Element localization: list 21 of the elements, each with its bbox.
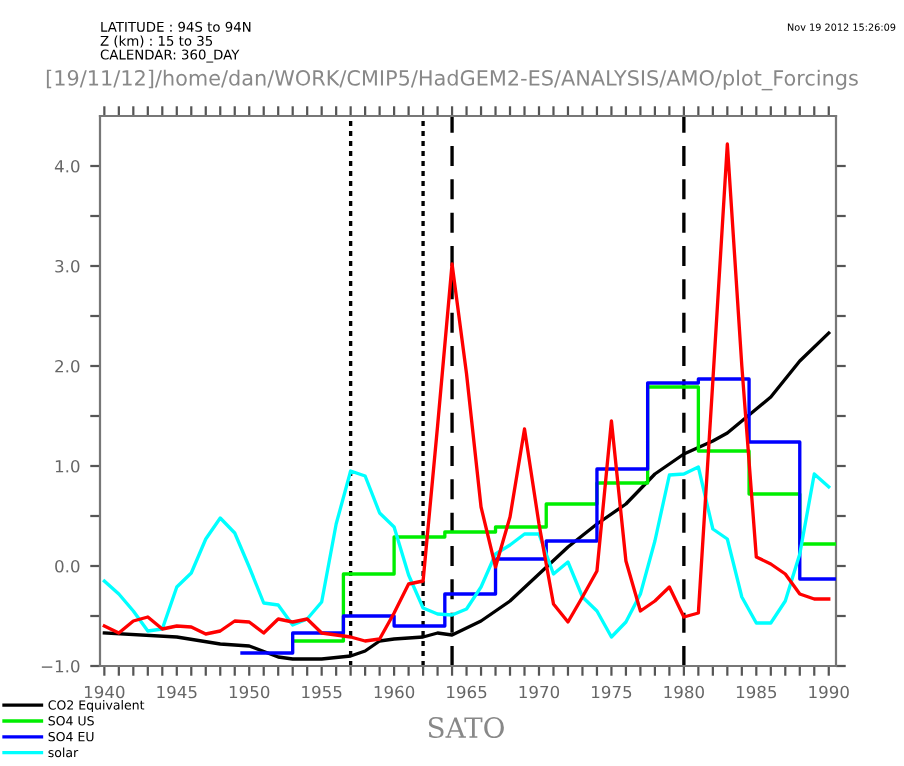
x-axis-title: SATO xyxy=(428,717,504,739)
line-series xyxy=(102,465,831,639)
x-tick-label: 1965 xyxy=(447,685,487,699)
chart-title: [19/11/12]/home/dan/WORK/CMIP5/HadGEM2-ES/ANALYSIS/AMO/plot_Forcings xyxy=(46,69,858,91)
y-tick-label: 2.0 xyxy=(55,359,80,373)
x-tick-label: 1970 xyxy=(519,685,560,699)
y-tick-label: 1.0 xyxy=(55,459,80,473)
x-tick-label: 1990 xyxy=(809,685,849,699)
line-series xyxy=(102,142,831,643)
x-tick-label: 1940 xyxy=(84,685,125,699)
y-tick-label: 3.0 xyxy=(55,259,80,273)
y-tick-label: 4.0 xyxy=(54,159,80,173)
y-tick-label: 0.0 xyxy=(55,559,80,573)
x-tick-label: 1975 xyxy=(592,685,632,699)
x-tick-label: 1980 xyxy=(664,685,704,699)
x-tick-label: 1960 xyxy=(374,685,415,699)
x-tick-label: 1985 xyxy=(736,685,777,699)
x-tick-label: 1945 xyxy=(157,685,197,699)
y-tick-label: −1.0 xyxy=(41,659,80,673)
x-tick-label: 1950 xyxy=(229,685,270,699)
x-tick-label: 1955 xyxy=(302,685,342,699)
